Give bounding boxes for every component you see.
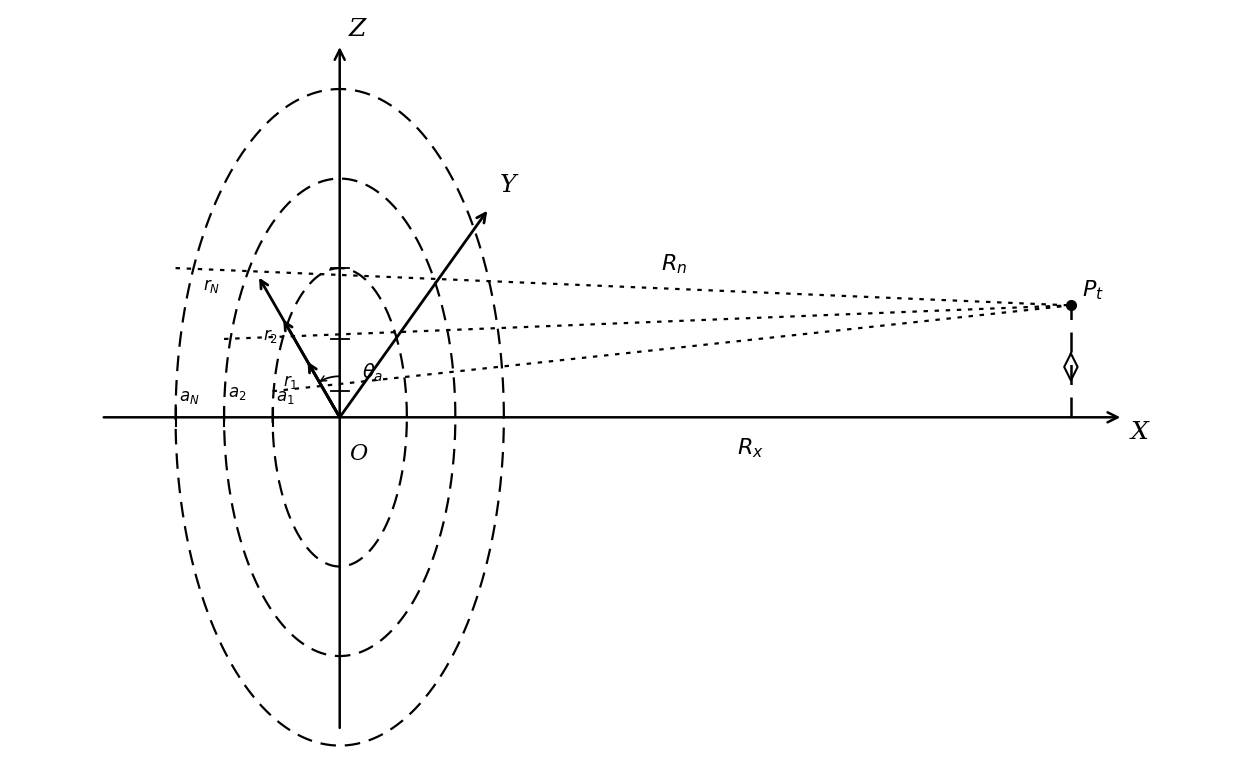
Text: $r_N$: $r_N$ — [203, 277, 221, 296]
Text: Z: Z — [348, 17, 366, 40]
Text: $a_2$: $a_2$ — [228, 385, 247, 402]
Text: $P_t$: $P_t$ — [1082, 278, 1104, 302]
Text: $r_2$: $r_2$ — [263, 327, 278, 345]
Text: O: O — [348, 443, 367, 465]
Text: Y: Y — [501, 174, 517, 197]
Text: $R_n$: $R_n$ — [660, 252, 686, 276]
Text: X: X — [1130, 421, 1149, 444]
Text: $r_1$: $r_1$ — [284, 372, 299, 391]
Text: $R_x$: $R_x$ — [737, 436, 763, 460]
Text: $\theta_a$: $\theta_a$ — [362, 362, 384, 384]
Text: $a_1$: $a_1$ — [276, 389, 295, 406]
Text: $a_N$: $a_N$ — [180, 389, 199, 406]
